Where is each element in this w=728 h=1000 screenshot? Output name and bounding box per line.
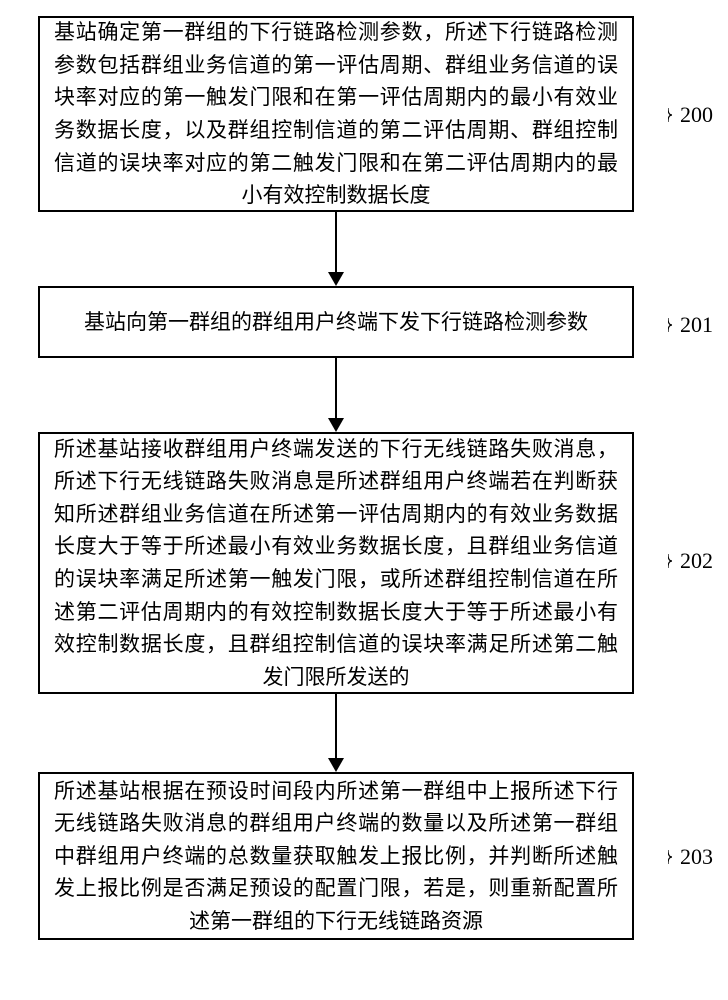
- arrow-line: [335, 694, 337, 758]
- arrow-line: [335, 358, 337, 418]
- ref-number: 203: [680, 844, 713, 870]
- flowchart-node-200: 基站确定第一群组的下行链路检测参数，所述下行链路检测参数包括群组业务信道的第一评…: [38, 16, 634, 212]
- node-200-text: 基站确定第一群组的下行链路检测参数，所述下行链路检测参数包括群组业务信道的第一评…: [54, 16, 618, 211]
- ref-number: 202: [680, 548, 713, 574]
- arrow-head-icon: [328, 418, 344, 432]
- flowchart-node-203: 所述基站根据在预设时间段内所述第一群组中上报所述下行无线链路失败消息的群组用户终…: [38, 772, 634, 940]
- node-203-text: 所述基站根据在预设时间段内所述第一群组中上报所述下行无线链路失败消息的群组用户终…: [54, 775, 618, 938]
- node-202-ref-label: 202: [668, 546, 718, 582]
- node-203-ref-label: 203: [668, 842, 718, 878]
- node-201-ref-label: 201: [668, 310, 718, 346]
- arrow-head-icon: [328, 758, 344, 772]
- ref-number: 201: [680, 312, 713, 338]
- arrow-head-icon: [328, 272, 344, 286]
- flowchart-node-202: 所述基站接收群组用户终端发送的下行无线链路失败消息，所述下行无线链路失败消息是所…: [38, 432, 634, 694]
- arrow-line: [335, 212, 337, 272]
- flowchart-canvas: 基站确定第一群组的下行链路检测参数，所述下行链路检测参数包括群组业务信道的第一评…: [0, 0, 728, 1000]
- flowchart-node-201: 基站向第一群组的群组用户终端下发下行链路检测参数: [38, 286, 634, 358]
- ref-number: 200: [680, 102, 713, 128]
- node-201-text: 基站向第一群组的群组用户终端下发下行链路检测参数: [84, 306, 588, 339]
- node-200-ref-label: 200: [668, 100, 718, 136]
- node-202-text: 所述基站接收群组用户终端发送的下行无线链路失败消息，所述下行无线链路失败消息是所…: [54, 433, 618, 693]
